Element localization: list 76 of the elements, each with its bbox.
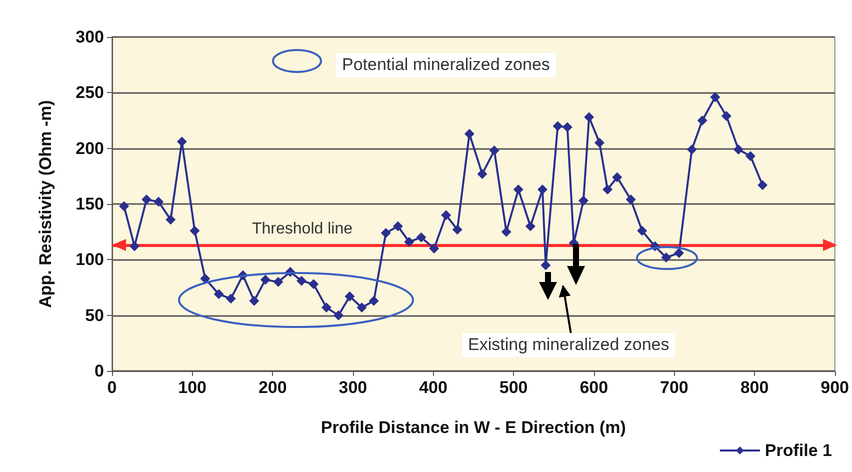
point [119, 201, 130, 212]
point [721, 111, 732, 122]
point [745, 151, 756, 162]
point [710, 92, 720, 102]
point [296, 276, 307, 286]
point [537, 184, 548, 195]
point [176, 136, 187, 147]
point [416, 232, 426, 242]
point [612, 172, 622, 182]
x-axis-title: Profile Distance in W - E Direction (m) [320, 418, 626, 437]
point [392, 221, 403, 232]
point [429, 244, 440, 254]
x-tick-label: 100 [178, 378, 206, 397]
y-axis-title: App. Resistivity (Ohm -m) [36, 100, 55, 308]
point [464, 128, 474, 139]
point [733, 144, 744, 154]
point [380, 228, 391, 238]
point [452, 224, 462, 235]
x-tick-label: 400 [419, 378, 448, 397]
point [154, 196, 164, 207]
point [404, 236, 414, 247]
point [249, 296, 260, 306]
annotation: Existing mineralized zones [462, 333, 676, 357]
point [552, 121, 563, 132]
point [260, 274, 270, 285]
y-tick-label: 100 [76, 250, 104, 270]
x-tick-label: 500 [499, 378, 528, 397]
point [344, 291, 355, 302]
point [513, 184, 524, 195]
point [661, 252, 672, 262]
x-tick-label: 600 [580, 378, 608, 397]
point [540, 260, 551, 270]
point [226, 294, 236, 304]
point [697, 116, 708, 126]
point [594, 138, 604, 148]
point [578, 196, 588, 206]
x-tick-label: 300 [338, 378, 368, 397]
point [200, 274, 210, 284]
legend-label: Profile 1 [764, 441, 832, 460]
y-tick-label: 50 [85, 306, 104, 325]
x-tick-label: 800 [740, 378, 769, 397]
annotation: Potential mineralized zones [336, 53, 556, 77]
x-tick-label: 900 [820, 378, 850, 397]
point [562, 122, 572, 132]
point [477, 168, 488, 179]
point [584, 112, 594, 122]
point [525, 221, 536, 232]
point [333, 310, 344, 320]
point [637, 226, 648, 236]
point [214, 289, 224, 300]
point [626, 194, 636, 205]
point [368, 296, 379, 306]
point [674, 248, 684, 258]
point [501, 226, 512, 237]
point [273, 276, 284, 287]
y-tick-label: 150 [76, 194, 104, 214]
point [686, 144, 697, 154]
x-tick-label: 0 [107, 378, 117, 397]
point [129, 241, 140, 252]
point [166, 214, 176, 225]
y-tick-label: 0 [94, 362, 104, 380]
y-tick-label: 250 [76, 83, 104, 102]
x-tick-label: 200 [258, 378, 287, 397]
point [142, 194, 152, 205]
ref-line-label: Threshold line [252, 220, 353, 238]
point [190, 226, 200, 236]
point [356, 302, 367, 313]
point [602, 184, 613, 195]
y-tick-label: 200 [76, 138, 104, 158]
point [758, 180, 768, 190]
point [489, 146, 500, 156]
x-tick-label: 700 [660, 378, 688, 397]
y-tick-label: 300 [76, 28, 104, 46]
point [321, 302, 332, 313]
point [441, 210, 452, 220]
point [308, 279, 319, 290]
